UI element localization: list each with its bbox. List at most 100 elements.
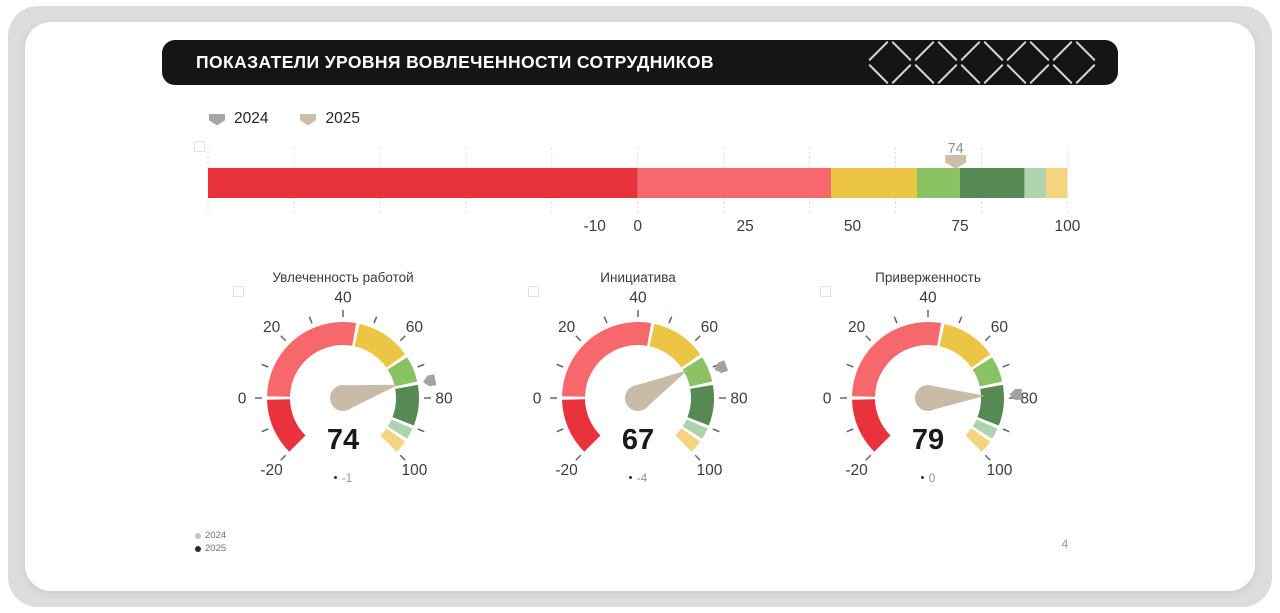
gauge-chart: -20 0 20 40 60 80 100 xyxy=(238,290,453,479)
gauge-tick xyxy=(556,428,564,433)
gauge-chart: -20 0 20 40 60 80 100 xyxy=(823,290,1038,479)
page-background: ПОКАЗАТЕЛИ УРОВНЯ ВОВЛЕЧЕННОСТИ СОТРУДНИ… xyxy=(8,6,1272,607)
gauge-marker-2024 xyxy=(714,360,729,373)
footnote-legend: 2024 2025 xyxy=(195,529,226,555)
bullet-marker-label: 74 xyxy=(948,141,964,157)
gauge-delta-value: -1 xyxy=(341,473,353,485)
bullet-segment xyxy=(637,168,832,198)
gauge-arc-segment xyxy=(675,428,701,452)
diamond-pattern-decoration xyxy=(868,41,1096,84)
axis-tick-label: 75 xyxy=(951,218,968,235)
gauge-tick xyxy=(556,363,564,368)
gauge-arc-segment xyxy=(682,357,713,387)
page-number: 4 xyxy=(1061,537,1069,551)
gauge-delta-value: 0 xyxy=(928,473,936,485)
gauge-arc-segment xyxy=(649,323,701,368)
gauge-tick-label: 0 xyxy=(823,391,832,408)
delta-dot-icon xyxy=(920,476,924,480)
gauge-tick-label: 20 xyxy=(558,319,576,336)
diamond-edge xyxy=(983,64,1004,84)
bullet-segment xyxy=(1045,168,1068,198)
gauge-marker-2024 xyxy=(1009,388,1023,401)
legend-swatch-2024 xyxy=(209,113,225,125)
dot-icon xyxy=(195,545,201,552)
diamond-edge xyxy=(891,64,912,84)
gauge-tick xyxy=(575,335,582,342)
gauge-tick xyxy=(846,363,854,368)
gauge-value: 74 xyxy=(326,424,360,456)
gauge-tick xyxy=(865,335,872,342)
delta-dot-icon xyxy=(333,476,337,480)
header-bar: ПОКАЗАТЕЛИ УРОВНЯ ВОВЛЕЧЕННОСТИ СОТРУДНИ… xyxy=(162,40,1118,85)
gauge-tick xyxy=(603,316,608,324)
footnote-legend-label: 2024 xyxy=(205,530,227,541)
gauge-tick xyxy=(712,428,720,433)
gauge-tick xyxy=(846,428,854,433)
shield-marker-icon xyxy=(209,113,225,125)
gauge-tick xyxy=(668,316,673,324)
gauge-tick xyxy=(280,454,287,461)
gauge-delta: -1 xyxy=(193,473,493,485)
gauge-needle xyxy=(339,384,399,411)
gauge-delta: 0 xyxy=(778,473,1078,485)
delta-dot-icon xyxy=(628,476,632,480)
gauge-chart: -20 0 20 40 60 80 100 xyxy=(533,290,748,479)
gauge-arc-segment xyxy=(387,419,413,439)
gauge-delta-value: -4 xyxy=(636,473,648,485)
gauge-tick-label: 60 xyxy=(991,319,1009,336)
gauge-tick xyxy=(984,454,991,461)
gauge-arc-segment xyxy=(392,384,419,426)
axis-tick-label: 50 xyxy=(844,218,862,235)
gauge-initiative: Инициатива -20 0 20 40 60 80 100 67 -4 xyxy=(488,268,788,518)
gauge-tick xyxy=(308,316,313,324)
legend-item-2024: 2024 xyxy=(207,110,268,128)
diamond-edge xyxy=(1006,64,1027,84)
gauge-tick-label: 0 xyxy=(238,391,247,408)
gauge-arc-segment xyxy=(354,323,406,368)
selection-checkbox xyxy=(194,141,205,152)
dot-icon xyxy=(195,532,201,539)
gauge-arc-segment xyxy=(965,428,991,452)
gauge-tick-label: 80 xyxy=(730,391,748,408)
gauge-tick xyxy=(399,454,406,461)
gauge-tick-label: 0 xyxy=(533,391,542,408)
gauge-tick xyxy=(984,335,991,342)
bullet-segment xyxy=(917,168,960,198)
bullet-segment xyxy=(831,168,918,198)
page-title: ПОКАЗАТЕЛИ УРОВНЯ ВОВЛЕЧЕННОСТИ СОТРУДНИ… xyxy=(196,52,714,72)
gauge-tick-label: 100 xyxy=(986,462,1012,479)
gauge-tick-label: 40 xyxy=(334,290,352,307)
gauge-tick xyxy=(373,316,378,324)
axis-tick-label: -10 xyxy=(584,218,607,235)
gauge-title: Увлеченность работой xyxy=(272,270,414,285)
diamond-edge xyxy=(914,41,935,61)
gauge-arc-segment xyxy=(852,399,891,452)
selection-checkbox xyxy=(820,286,831,297)
gauge-tick xyxy=(893,316,898,324)
gauge-arc-segment xyxy=(267,399,306,452)
gauge-tick-label: 80 xyxy=(1020,391,1038,408)
gauge-tick-label: 20 xyxy=(263,319,281,336)
selection-checkbox xyxy=(233,286,244,297)
selection-checkbox xyxy=(528,286,539,297)
gauge-title: Инициатива xyxy=(600,270,676,285)
gauge-arc-segment xyxy=(977,384,1004,426)
bullet-segment xyxy=(959,168,1025,198)
diamond-edge xyxy=(1029,41,1050,61)
gauge-tick-label: 100 xyxy=(401,462,427,479)
diamond-edge xyxy=(960,41,981,61)
gauge-needle xyxy=(927,385,985,411)
gauge-tick xyxy=(261,428,269,433)
diamond-edge xyxy=(868,64,889,84)
gauge-tick-label: 40 xyxy=(629,290,647,307)
gauge-tick-label: -20 xyxy=(845,462,868,479)
gauge-work-engagement: Увлеченность работой -20 0 20 40 60 80 100 74 … xyxy=(193,268,493,518)
gauge-tick xyxy=(280,335,287,342)
gauge-tick-label: -20 xyxy=(555,462,578,479)
footnote-legend-label: 2025 xyxy=(205,543,227,554)
gauge-tick xyxy=(1002,363,1010,368)
diamond-edge xyxy=(983,41,1004,61)
bullet-bar-chart: -10 0 25 50 75 100 74 xyxy=(207,141,1081,235)
diamond-edge xyxy=(1052,41,1073,61)
diamond-edge xyxy=(1075,41,1096,61)
